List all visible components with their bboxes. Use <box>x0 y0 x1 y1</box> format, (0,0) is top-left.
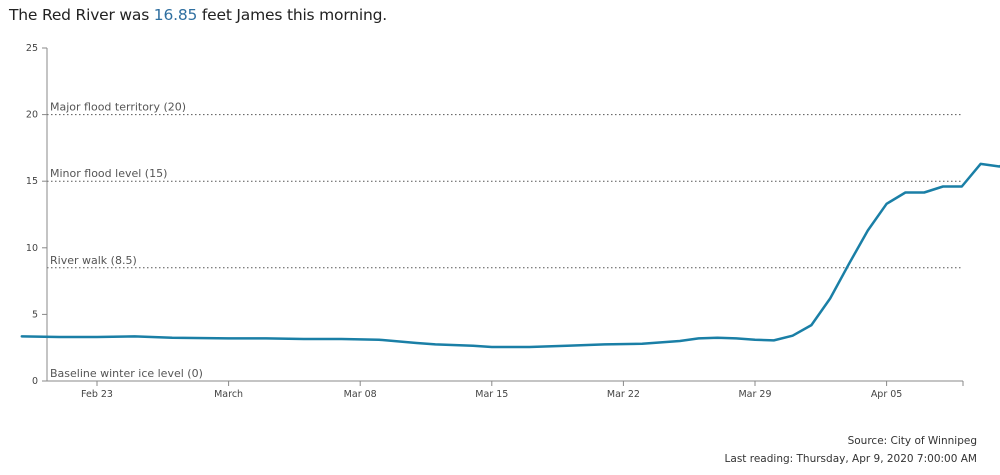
x-tick-label: Mar 15 <box>475 389 508 400</box>
y-tick-label: 10 <box>26 243 38 254</box>
reference-label: River walk (8.5) <box>50 254 137 267</box>
y-tick-label: 25 <box>26 43 38 54</box>
x-tick-label: Feb 23 <box>81 389 113 400</box>
source-block: Source: City of Winnipeg Last reading: T… <box>725 432 977 468</box>
river-level-line <box>20 162 1000 349</box>
last-reading-text: Last reading: Thursday, Apr 9, 2020 7:00… <box>724 453 977 465</box>
headline-suffix: feet James this morning. <box>197 6 387 24</box>
x-tick-label: Mar 08 <box>344 389 377 400</box>
y-tick-label: 0 <box>32 376 38 387</box>
x-tick-label: Mar 29 <box>738 389 771 400</box>
x-tick-label: March <box>214 389 243 400</box>
x-tick-label: Mar 22 <box>607 389 640 400</box>
headline-prefix: The Red River was <box>9 6 154 24</box>
reference-label: Major flood territory (20) <box>50 101 186 114</box>
y-tick-label: 15 <box>26 176 38 187</box>
series-layer <box>20 162 1000 349</box>
x-tick-label: Apr 05 <box>871 389 903 400</box>
reference-label: Minor flood level (15) <box>50 167 167 180</box>
source-text: Source: City of Winnipeg <box>847 435 977 447</box>
y-tick-label: 20 <box>26 110 38 121</box>
axes: 0 5 10 15 20 25 Feb 23 March Mar 08 Mar 15 Mar 22 M… <box>26 43 964 400</box>
headline-value: 16.85 <box>153 6 198 24</box>
headline: The Red River was 16.85 feet James this … <box>9 6 387 24</box>
reference-label: Baseline winter ice level (0) <box>50 367 203 380</box>
y-tick-label: 5 <box>32 309 38 320</box>
reference-lines: Major flood territory (20) Minor flood le… <box>47 101 963 380</box>
